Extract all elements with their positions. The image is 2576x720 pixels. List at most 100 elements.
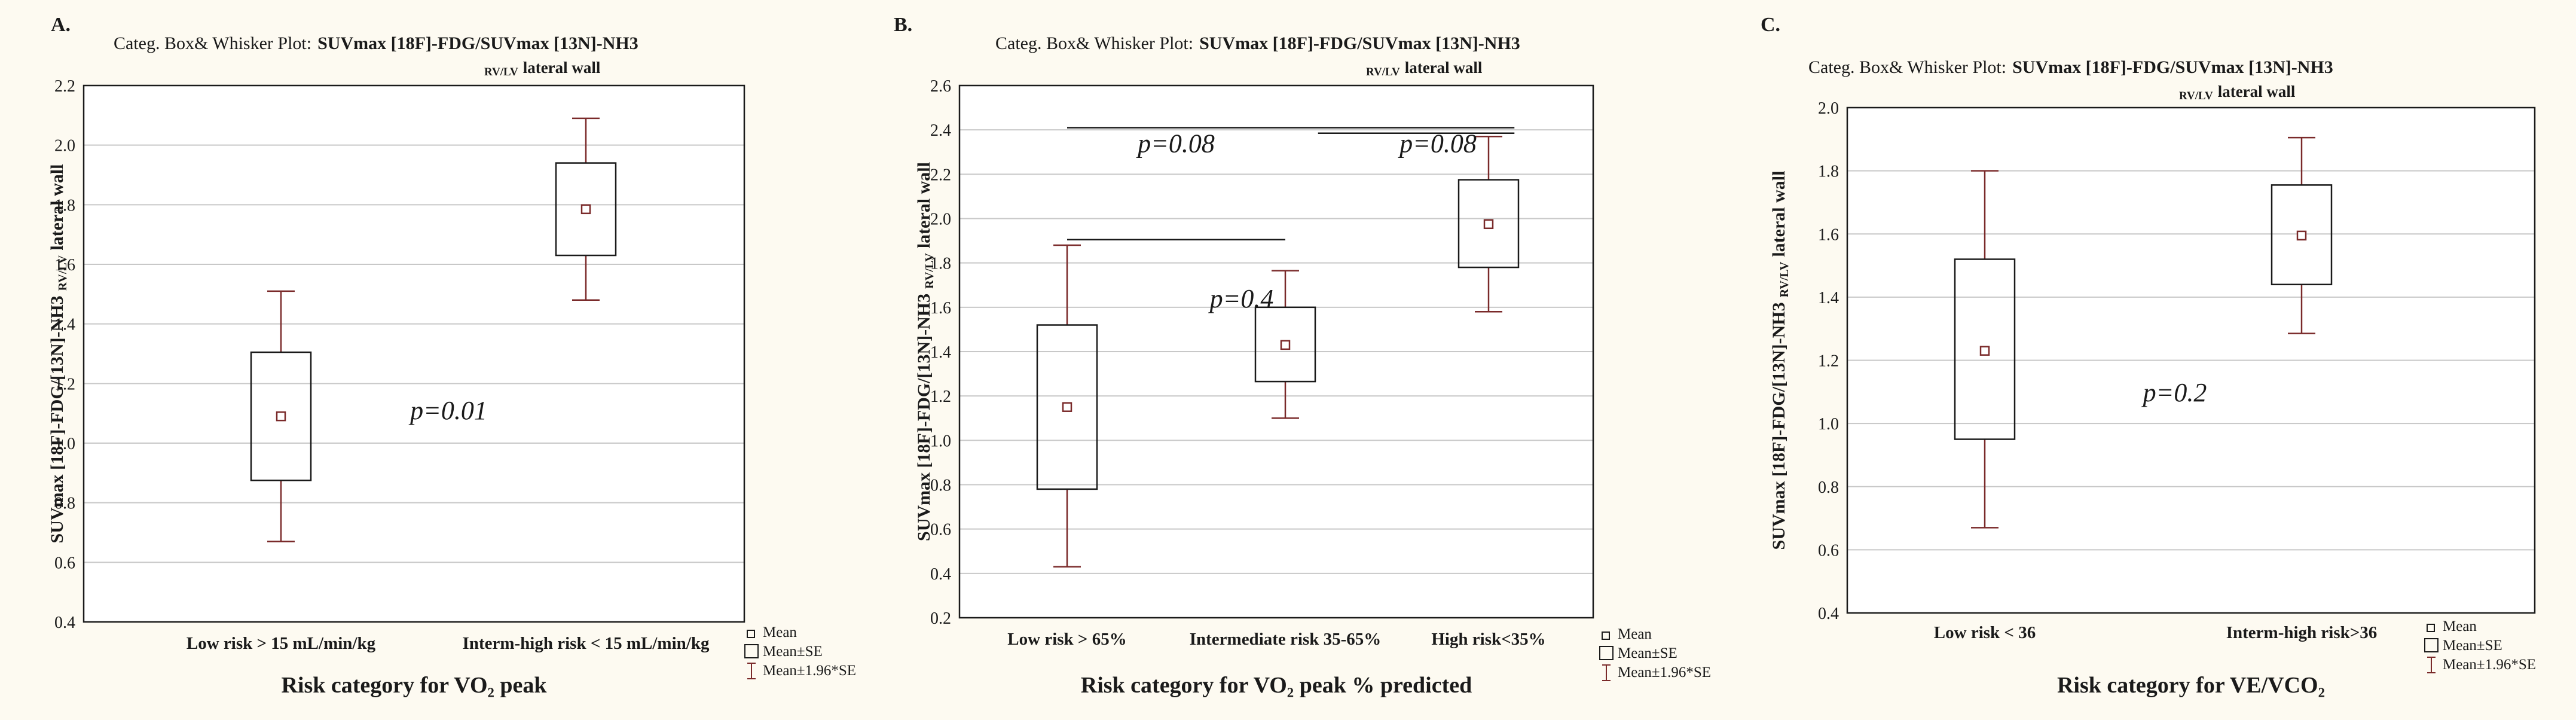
x-tick-label: Interm-high risk < 15 mL/min/kg xyxy=(463,634,710,653)
y-tick-label: 2.2 xyxy=(930,166,951,184)
legend-mean-icon xyxy=(2427,624,2435,632)
y-tick-label: 0.8 xyxy=(930,477,951,495)
x-tick-label: Low risk < 36 xyxy=(1934,623,2036,642)
x-axis-label: Risk category for VE/VCO₂ xyxy=(2057,673,2325,698)
mean-marker xyxy=(2296,230,2307,241)
chart-title: Categ. Box& Whisker Plot: SUVmax [18F]-FD… xyxy=(114,33,638,53)
se-box xyxy=(1954,258,2016,440)
x-tick-label: Low risk > 65% xyxy=(1007,630,1126,649)
y-tick-label: 0.2 xyxy=(930,609,951,628)
y-tick-label: 1.2 xyxy=(54,375,75,393)
title-prefix: Categ. Box& Whisker Plot: xyxy=(114,33,311,53)
y-tick-label: 1.4 xyxy=(930,343,951,362)
legend-se-label: Mean±SE xyxy=(763,643,823,660)
y-tick-label: 1.8 xyxy=(930,255,951,273)
y-tick-label: 2.2 xyxy=(54,77,75,96)
legend-se-label: Mean±SE xyxy=(1618,645,1677,661)
legend-mean-icon xyxy=(1602,631,1610,640)
y-tick-label: 1.8 xyxy=(1818,163,1839,181)
title-main: SUVmax [18F]-FDG/SUVmax [13N]-NH3 xyxy=(1199,33,1520,53)
legend-ci-label: Mean±1.96*SE xyxy=(1618,664,1711,681)
x-tick-label: Low risk > 15 mL/min/kg xyxy=(187,634,376,653)
title-main: SUVmax [18F]-FDG/SUVmax [13N]-NH3 xyxy=(317,33,638,53)
chart-subtitle: RV/LV lateral wall xyxy=(484,59,601,78)
p-value-annotation: p=0.08 xyxy=(1136,129,1215,158)
mean-marker xyxy=(580,204,591,215)
y-axis-label: SUVmax [18F]-FDG/[13N]-NH3 RV/LV lateral w… xyxy=(47,164,69,544)
plot-frame xyxy=(958,84,1594,619)
title-main: SUVmax [18F]-FDG/SUVmax [13N]-NH3 xyxy=(2012,57,2333,77)
legend-ci-label: Mean±1.96*SE xyxy=(763,663,856,679)
title-sub: lateral wall xyxy=(523,59,601,77)
box-group xyxy=(1254,270,1316,419)
legend-se-icon xyxy=(744,644,759,658)
y-tick-label: 0.4 xyxy=(54,614,75,632)
chart-subtitle: RV/LV lateral wall xyxy=(1366,59,1483,78)
legend-se-icon xyxy=(2424,638,2439,652)
chart-panel-a: A. Categ. Box& Whisker Plot: SUVmax [18F]-… xyxy=(47,14,856,698)
y-tick-label: 1.8 xyxy=(54,196,75,215)
title-sub-small: RV/LV xyxy=(2179,90,2213,102)
y-tick-label: 2.0 xyxy=(930,210,951,229)
se-box xyxy=(1457,179,1520,269)
plot-frame xyxy=(82,84,745,623)
legend-mean-label: Mean xyxy=(1618,626,1652,642)
y-tick-label: 1.6 xyxy=(54,256,75,274)
y-tick-label: 1.4 xyxy=(54,316,75,334)
title-prefix: Categ. Box& Whisker Plot: xyxy=(1808,57,2006,77)
ylabel-sub: RV/LV xyxy=(1778,261,1791,297)
y-tick-label: 2.0 xyxy=(54,137,75,155)
panel-label: C. xyxy=(1761,14,1780,36)
y-tick-label: 1.0 xyxy=(1818,415,1839,434)
y-tick-label: 0.6 xyxy=(930,521,951,539)
y-tick-label: 0.4 xyxy=(1818,605,1839,623)
plot-frame xyxy=(1846,106,2536,614)
y-tick-label: 2.4 xyxy=(930,121,951,140)
title-sub: lateral wall xyxy=(1405,59,1483,77)
y-tick-label: 2.6 xyxy=(930,77,951,96)
y-tick-label: 1.4 xyxy=(1818,289,1839,307)
mean-marker xyxy=(1979,346,1990,356)
mean-marker xyxy=(1280,340,1291,350)
chart-title: Categ. Box& Whisker Plot: SUVmax [18F]-FD… xyxy=(1808,57,2333,77)
y-tick-label: 2.0 xyxy=(1818,99,1839,118)
x-tick-label: High risk<35% xyxy=(1431,630,1545,649)
y-tick-label: 0.6 xyxy=(1818,541,1839,560)
legend-se-icon xyxy=(1599,646,1614,660)
chart-panel-b: B. Categ. Box& Whisker Plot: SUVmax [18F]-… xyxy=(894,14,1711,698)
p-value-annotation: p=0.01 xyxy=(408,396,487,425)
se-box xyxy=(555,162,617,257)
legend-mean-icon xyxy=(747,630,755,638)
chart-subtitle: RV/LV lateral wall xyxy=(2179,83,2296,102)
y-tick-label: 1.2 xyxy=(1818,352,1839,371)
box-group xyxy=(2271,136,2333,334)
p-value-annotation: p=0.2 xyxy=(2141,378,2207,407)
y-axis-label: SUVmax [18F]-FDG/[13N]-NH3 RV/LV lateral w… xyxy=(914,162,936,541)
panel-label: B. xyxy=(894,14,912,36)
ylabel-sub: RV/LV xyxy=(923,253,936,289)
title-sub-small: RV/LV xyxy=(1366,66,1400,78)
title-sub: lateral wall xyxy=(2218,83,2296,100)
legend-mean-label: Mean xyxy=(2443,618,2477,634)
x-axis-label: Risk category for VO₂ peak xyxy=(281,673,547,698)
se-box xyxy=(1254,306,1316,383)
legend-se-label: Mean±SE xyxy=(2443,637,2502,654)
x-tick-label: Interm-high risk>36 xyxy=(2226,623,2378,642)
ylabel-end: lateral wall xyxy=(1769,171,1789,257)
title-prefix: Categ. Box& Whisker Plot: xyxy=(995,33,1193,53)
box-group xyxy=(1036,244,1098,568)
p-value-annotation: p=0.08 xyxy=(1398,129,1477,158)
y-tick-label: 1.2 xyxy=(930,388,951,406)
box-group xyxy=(250,290,312,542)
title-sub-small: RV/LV xyxy=(484,66,518,78)
mean-marker xyxy=(1483,219,1494,230)
legend: Mean Mean±SE Mean±1.96*SE xyxy=(2424,618,2536,673)
x-axis-label: Risk category for VO₂ peak % predicted xyxy=(1081,673,1472,698)
y-axis-label: SUVmax [18F]-FDG/[13N]-NH3 RV/LV lateral w… xyxy=(1769,171,1791,550)
legend-mean-label: Mean xyxy=(763,624,797,640)
ylabel-main: SUVmax [18F]-FDG/[13N]-NH3 xyxy=(47,295,67,543)
chart-panel-c: C. Categ. Box& Whisker Plot: SUVmax [18F]-… xyxy=(1761,14,2536,698)
mean-marker xyxy=(276,411,286,422)
ylabel-end: lateral wall xyxy=(914,162,934,248)
